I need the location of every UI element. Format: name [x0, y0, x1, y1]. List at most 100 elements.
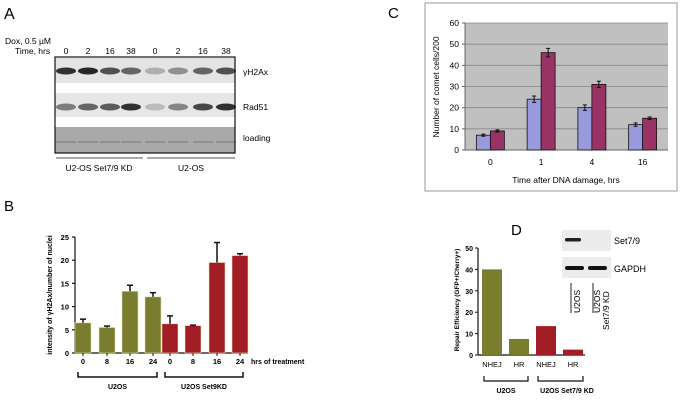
- bar-U2OS: [482, 269, 502, 355]
- bar-series2: [540, 52, 556, 151]
- x-axis-title: hrs of treatment: [251, 359, 305, 366]
- group-label: U2OS: [108, 384, 127, 391]
- bar-U2OS: [98, 327, 116, 354]
- bar-U2OS-Set9KD: [184, 325, 202, 354]
- lane-label: 16: [198, 46, 208, 56]
- group-label: U2OS Set9KD: [181, 384, 227, 391]
- band: [565, 238, 581, 242]
- inset-lane-label-u2os: U2OS: [572, 290, 582, 313]
- inset-blot: Set7/9 GAPDH U2OS U2OS Set7/9 KD: [562, 230, 646, 330]
- x-tick-label: 8: [105, 357, 109, 366]
- y-tick-label: 40: [450, 60, 460, 70]
- band-gh2ax: [168, 67, 188, 75]
- y-tick-label: 30: [465, 289, 473, 296]
- band-gh2ax: [145, 67, 165, 75]
- y-tick-label: 25: [61, 233, 69, 242]
- time-label: Time, hrs: [15, 46, 50, 56]
- y-tick-label: 40: [465, 267, 473, 274]
- y-tick-label: 10: [61, 303, 69, 312]
- lane-label: 0: [64, 46, 69, 56]
- group-bracket: [77, 372, 158, 378]
- panel-label-c: C: [388, 5, 399, 22]
- lane-label: 38: [221, 46, 231, 56]
- y-tick-label: 5: [65, 326, 69, 335]
- x-tick-label: 16: [638, 157, 648, 167]
- x-tick-label: 4: [590, 157, 595, 167]
- inset-label-gapdh: GAPDH: [614, 264, 646, 274]
- inset-lane-label-kd: U2OS: [592, 290, 602, 313]
- row-label-rad51: Rad51: [243, 102, 268, 112]
- lane-label: 2: [176, 46, 181, 56]
- y-tick-label: 0: [469, 353, 473, 360]
- bar-series1: [577, 107, 593, 151]
- y-tick-label: 15: [61, 279, 69, 288]
- panel-label-a: A: [4, 6, 15, 23]
- x-tick-label: 16: [126, 357, 134, 366]
- x-tick-label: 0: [488, 157, 493, 167]
- band: [588, 266, 607, 270]
- band-rad51: [121, 103, 141, 111]
- x-tick-label: NHEJ: [482, 360, 502, 369]
- blot-strip-loading: [55, 127, 235, 153]
- x-tick-label: 24: [149, 357, 158, 366]
- band-rad51: [100, 103, 120, 111]
- band-gh2ax: [100, 67, 120, 75]
- x-tick-label: HR: [568, 360, 579, 369]
- y-tick-label: 10: [465, 332, 473, 339]
- x-tick-label: 16: [213, 357, 221, 366]
- band: [565, 266, 584, 270]
- band-gh2ax: [78, 67, 98, 75]
- y-tick-label: 0: [454, 145, 459, 155]
- lane-label: 0: [153, 46, 158, 56]
- y-tick-label: 30: [450, 82, 460, 92]
- inset-blot-set79-row: [562, 230, 611, 251]
- y-axis-title: Repair Efficiency (GFP+/Cherry+): [454, 249, 461, 352]
- y-tick-label: 20: [450, 103, 460, 113]
- group-bracket: [483, 376, 529, 382]
- x-axis-title: Time after DNA damage, hrs: [512, 175, 619, 185]
- y-tick-label: 60: [450, 18, 460, 28]
- panel-label-b: B: [4, 198, 14, 215]
- y-tick-label: 50: [450, 39, 460, 49]
- x-tick-label: 0: [168, 357, 172, 366]
- y-tick-label: 20: [465, 310, 473, 317]
- band-rad51: [56, 103, 76, 111]
- bar-series2: [489, 130, 505, 151]
- y-axis-title: intensity of γH2Ax/number of nuclei: [47, 235, 54, 354]
- panel-a-western-blot: A Dox, 0.5 µM Time, hrs 0 2 16 38 0 2 16 38 γH2…: [4, 6, 271, 173]
- lane-label: 38: [126, 46, 136, 56]
- inset-label-set79: Set7/9: [614, 236, 640, 246]
- bar-series1: [628, 124, 644, 151]
- panel-d-repair-chart: D 0 10 20 30 40 50 NHEJ HR U2OS NHEJ HR U2OS Set7/9…: [454, 222, 646, 395]
- band-gh2ax: [121, 67, 141, 75]
- band-gh2ax: [56, 67, 76, 75]
- band-rad51: [78, 103, 98, 111]
- bar-series2: [642, 117, 658, 151]
- blot-frame: [54, 56, 236, 154]
- bar-series1: [475, 134, 491, 151]
- band-gh2ax: [216, 67, 236, 75]
- x-tick-label: 8: [191, 357, 195, 366]
- bar-series2: [591, 83, 607, 151]
- group-label: U2OS: [496, 388, 515, 395]
- bar-U2OS: [509, 338, 529, 355]
- x-tick-label: 1: [539, 157, 544, 167]
- group-label: U2OS Set7/9 KD: [540, 388, 594, 395]
- bar-series1: [526, 98, 542, 151]
- dox-label: Dox, 0.5 µM: [5, 36, 51, 46]
- bar-U2OS-Set7-9-KD: [536, 326, 556, 355]
- y-axis-title: Number of comet cells/200: [431, 36, 441, 137]
- group-bracket: [164, 372, 244, 378]
- bar-U2OS-Set9KD: [208, 262, 226, 354]
- lane-label: 16: [105, 46, 115, 56]
- inset-lane-label-kd-line2: Set7/9 KD: [601, 291, 611, 330]
- x-tick-label: 0: [81, 357, 85, 366]
- y-tick-label: 50: [465, 246, 473, 253]
- band-rad51: [193, 103, 213, 111]
- y-tick-label: 10: [450, 124, 460, 134]
- row-label-gh2ax: γH2Ax: [243, 67, 269, 77]
- group-label-u2os: U2-OS: [178, 163, 204, 173]
- bar-U2OS-Set9KD: [161, 323, 179, 354]
- bar-U2OS: [121, 290, 139, 354]
